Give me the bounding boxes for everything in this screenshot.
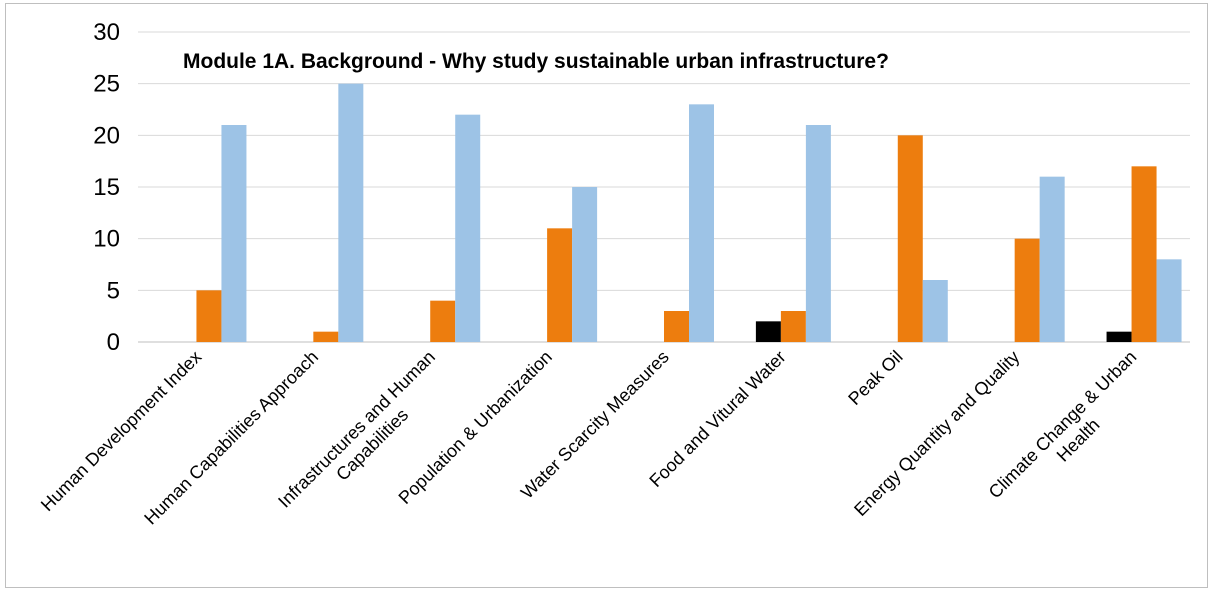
bar-s2-c5: [664, 311, 689, 342]
x-tick-label: Food and Vitural Water: [645, 347, 789, 491]
y-tick-label: 20: [93, 122, 120, 149]
y-axis: 0 5 10 15 20 25 30: [93, 19, 120, 356]
y-tick-label: 5: [107, 277, 120, 304]
bar-s2-c2: [313, 331, 339, 342]
y-tick-label: 25: [93, 71, 120, 98]
bar-s1-c9: [1106, 331, 1132, 342]
bar-s3-c7: [922, 280, 948, 342]
bar-s3-c2: [338, 83, 364, 343]
bar-s3-c5: [689, 104, 714, 342]
bar-s2-c9: [1131, 166, 1157, 342]
chart-title: Module 1A. Background - Why study sustai…: [183, 50, 889, 73]
bar-s2-c3: [430, 300, 456, 342]
bar-s1-c6: [755, 321, 781, 342]
bar-s2-c7: [897, 135, 923, 342]
bar-s3-c6: [805, 125, 831, 342]
y-tick-label: 30: [93, 19, 120, 46]
bar-s2-c4: [547, 228, 573, 342]
y-tick-label: 15: [93, 174, 120, 201]
bar-s2-c8: [1014, 238, 1040, 342]
y-tick-label: 0: [107, 329, 120, 356]
bar-s3-c1: [221, 125, 247, 342]
bars: [196, 83, 1182, 343]
bar-s2-c1: [196, 290, 222, 342]
bar-s3-c9: [1156, 259, 1182, 342]
bar-s2-c6: [780, 311, 806, 342]
bar-s3-c4: [572, 187, 598, 342]
y-tick-label: 10: [93, 226, 120, 253]
x-tick-label: Peak Oil: [844, 347, 906, 409]
bar-s3-c3: [455, 114, 481, 343]
bar-s3-c8: [1039, 176, 1065, 342]
